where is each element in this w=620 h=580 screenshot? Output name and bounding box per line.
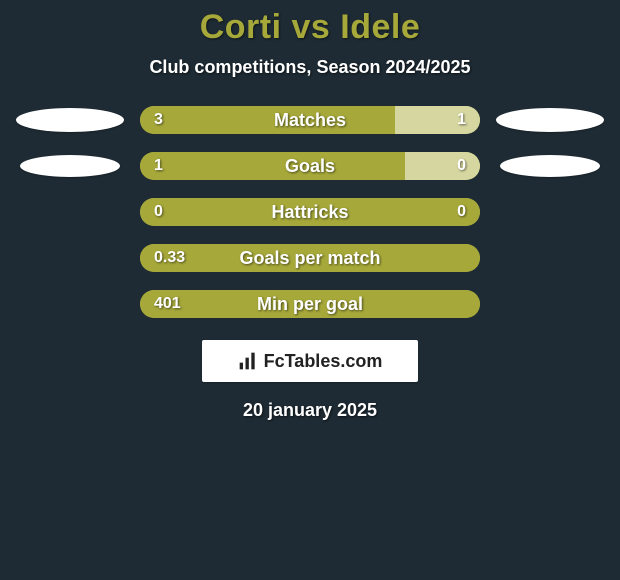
stat-bar: Goals per match0.33: [140, 244, 480, 272]
stat-bar: Goals10: [140, 152, 480, 180]
stat-bar: Min per goal401: [140, 290, 480, 318]
player-avatar-left: [16, 108, 124, 132]
avatar-slot-right: [480, 152, 620, 180]
date-label: 20 january 2025: [243, 400, 377, 421]
stats-container: Matches31 Goals10 Hattricks00 Goals per mat…: [0, 106, 620, 318]
avatar-slot-right: [480, 244, 620, 272]
avatar-slot-left: [0, 106, 140, 134]
avatar-slot-left: [0, 244, 140, 272]
stat-bar-left-segment: [140, 198, 480, 226]
page-subtitle: Club competitions, Season 2024/2025: [149, 57, 470, 78]
stat-bar: Matches31: [140, 106, 480, 134]
stat-bar-left-segment: [140, 152, 405, 180]
stat-bar-right-segment: [405, 152, 480, 180]
stat-row: Hattricks00: [0, 198, 620, 226]
bar-chart-icon: [238, 351, 258, 371]
brand-logo-text: FcTables.com: [264, 351, 383, 372]
stat-row: Matches31: [0, 106, 620, 134]
player-avatar-right: [500, 155, 600, 177]
stat-bar-left-segment: [140, 106, 395, 134]
brand-logo[interactable]: FcTables.com: [202, 340, 418, 382]
page-title: Corti vs Idele: [200, 8, 421, 47]
avatar-slot-left: [0, 198, 140, 226]
stat-row: Min per goal401: [0, 290, 620, 318]
player-avatar-left: [20, 155, 120, 177]
avatar-slot-left: [0, 290, 140, 318]
player-avatar-right: [496, 108, 604, 132]
stat-row: Goals per match0.33: [0, 244, 620, 272]
avatar-slot-right: [480, 106, 620, 134]
avatar-slot-right: [480, 290, 620, 318]
stat-row: Goals10: [0, 152, 620, 180]
avatar-slot-left: [0, 152, 140, 180]
stat-bar-left-segment: [140, 290, 480, 318]
stat-bar: Hattricks00: [140, 198, 480, 226]
avatar-slot-right: [480, 198, 620, 226]
page-root: Corti vs Idele Club competitions, Season…: [0, 0, 620, 580]
stat-bar-right-segment: [395, 106, 480, 134]
stat-bar-left-segment: [140, 244, 480, 272]
